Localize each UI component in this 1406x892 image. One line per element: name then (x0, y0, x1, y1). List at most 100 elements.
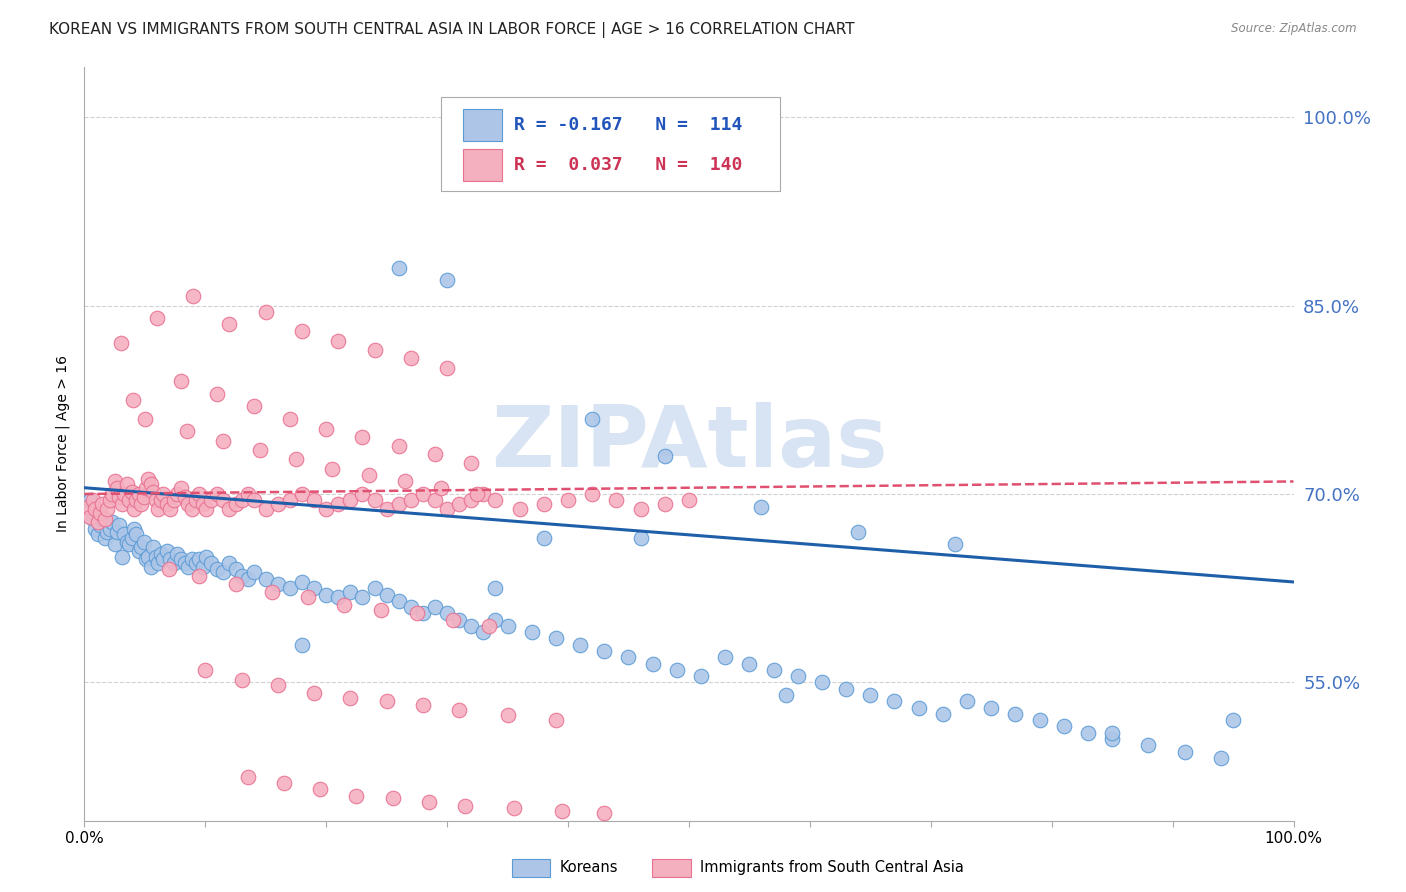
Point (242, 399, 264, 413)
Point (1174, 745, 1197, 759)
Point (423, 493, 446, 508)
Point (478, 619, 501, 633)
Point (118, 493, 141, 508)
Point (496, 619, 519, 633)
Point (91, 512, 114, 526)
Point (170, 374, 193, 388)
Point (544, 713, 567, 727)
Point (89, 518, 111, 533)
Point (375, 587, 398, 601)
Point (207, 386, 229, 401)
Point (155, 543, 177, 558)
Point (77, 500, 100, 514)
Point (254, 502, 277, 516)
Point (418, 795, 440, 809)
Point (249, 443, 271, 458)
Point (139, 560, 162, 574)
Point (236, 573, 259, 587)
Point (79, 493, 101, 508)
Point (181, 502, 204, 516)
Point (509, 502, 531, 516)
Point (195, 549, 218, 564)
Point (1222, 713, 1244, 727)
Point (460, 619, 482, 633)
Point (225, 497, 247, 511)
Point (472, 487, 495, 501)
Point (176, 424, 198, 438)
Point (714, 650, 737, 665)
Point (315, 502, 337, 516)
Point (399, 351, 422, 366)
Point (423, 600, 446, 615)
Point (502, 801, 524, 815)
Point (225, 562, 247, 576)
Point (907, 700, 929, 714)
Point (302, 685, 325, 699)
Point (762, 663, 785, 677)
Point (1028, 713, 1050, 727)
Point (105, 481, 128, 495)
Point (212, 493, 235, 508)
Point (278, 411, 301, 425)
Point (98, 522, 121, 536)
Point (212, 434, 235, 449)
Point (128, 487, 150, 501)
Point (654, 497, 676, 511)
Text: KOREAN VS IMMIGRANTS FROM SOUTH CENTRAL ASIA IN LABOR FORCE | AGE > 16 CORRELATI: KOREAN VS IMMIGRANTS FROM SOUTH CENTRAL … (49, 22, 855, 38)
Point (484, 493, 506, 508)
Point (738, 657, 761, 671)
Point (184, 493, 207, 508)
Point (346, 789, 368, 803)
Point (273, 776, 295, 790)
Point (184, 556, 207, 570)
Point (467, 487, 489, 501)
Point (357, 468, 380, 483)
Point (339, 585, 361, 599)
Point (1077, 725, 1099, 739)
Point (181, 288, 204, 302)
Point (654, 450, 676, 464)
Point (108, 490, 131, 504)
Point (278, 581, 301, 595)
Point (302, 493, 325, 508)
FancyBboxPatch shape (463, 109, 502, 141)
Point (557, 493, 579, 508)
Point (94, 531, 117, 545)
Point (94, 512, 117, 526)
Point (454, 798, 477, 813)
Point (177, 497, 200, 511)
Point (121, 531, 143, 545)
Point (170, 552, 193, 566)
Point (86, 515, 108, 529)
Point (166, 547, 188, 561)
Point (569, 638, 592, 652)
Point (394, 475, 416, 489)
Point (138, 472, 160, 486)
Point (352, 430, 374, 444)
Point (112, 527, 135, 541)
Point (104, 475, 127, 489)
FancyBboxPatch shape (441, 97, 780, 191)
Point (399, 600, 422, 615)
Point (291, 324, 314, 338)
Point (163, 556, 186, 570)
Point (254, 573, 277, 587)
Point (544, 632, 567, 646)
Point (370, 602, 392, 616)
Point (423, 447, 446, 461)
Point (1053, 719, 1076, 733)
Point (129, 540, 152, 554)
Point (191, 497, 214, 511)
Point (188, 487, 211, 501)
Point (98, 493, 121, 508)
Point (105, 524, 128, 539)
Point (104, 537, 127, 551)
Point (155, 497, 177, 511)
Point (388, 439, 411, 453)
Point (328, 497, 350, 511)
Point (284, 451, 308, 466)
Point (297, 590, 319, 604)
Point (200, 556, 222, 570)
Point (460, 493, 482, 508)
Point (363, 581, 385, 595)
